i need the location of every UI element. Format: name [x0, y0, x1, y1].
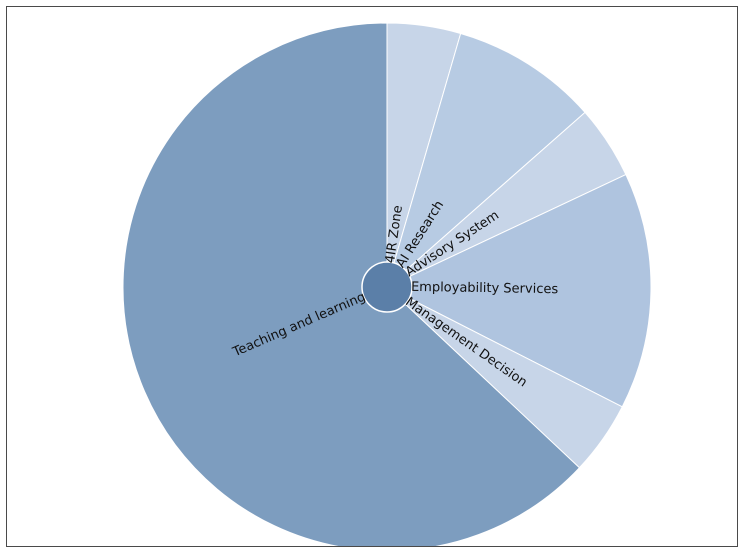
pie-center: [361, 261, 413, 313]
slice-employability-services[interactable]: [385, 173, 652, 408]
pie-slices: [122, 22, 652, 547]
slice-ai-research[interactable]: [386, 32, 586, 289]
slice-teaching-and-learning[interactable]: [122, 22, 581, 547]
slice-label-employability-services: Employability Services: [411, 280, 559, 297]
chart-frame: 4IR Zone AI Research Advisory System Employ…: [6, 6, 738, 547]
